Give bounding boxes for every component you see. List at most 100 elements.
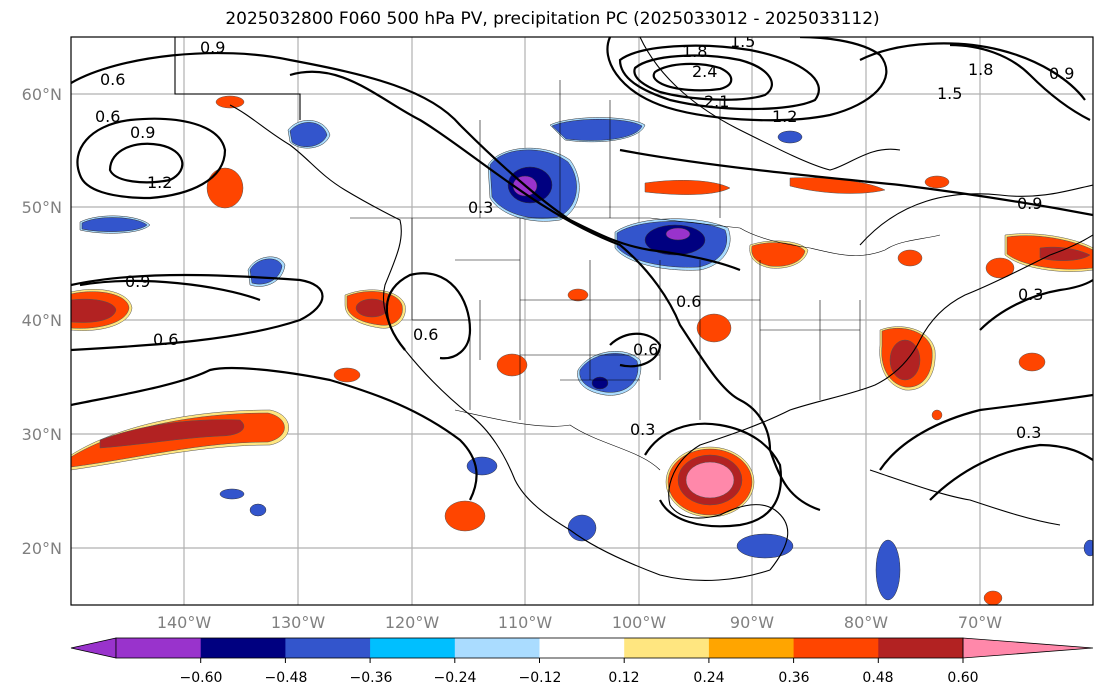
lon-label-100w: 100°W: [612, 613, 667, 632]
colorbar-extend-low: [70, 637, 117, 659]
map-title: 2025032800 F060 500 hPa PV, precipitatio…: [225, 9, 880, 29]
latitude-labels: 60°N 50°N 40°N 30°N 20°N: [22, 85, 62, 558]
lon-label-90w: 90°W: [730, 613, 774, 632]
precip-region-east-pacific: [71, 409, 289, 471]
contour-label: 2.4: [692, 62, 717, 81]
contour-label: 1.8: [968, 60, 993, 79]
pv-contour-0-3-atlantic-2: [929, 443, 1093, 501]
colorbar-tick-label: 0.36: [778, 670, 809, 686]
contour-label: 1.2: [147, 173, 172, 192]
colorbar-segment: [793, 638, 879, 658]
canada-province-lines: [479, 80, 721, 218]
colorbar-tick-label: 0.48: [862, 670, 893, 686]
contour-label: 0.9: [1049, 64, 1074, 83]
contour-label: 1.8: [682, 42, 707, 61]
pv-contour-0-3-south: [71, 366, 478, 501]
arctic-coast: [639, 37, 901, 171]
colorbar-extend-high: [962, 637, 1094, 659]
colorbar-segments: [70, 637, 1094, 659]
lon-label-140w: 140°W: [157, 613, 212, 632]
precip-region-canada-north: [287, 117, 646, 149]
lon-label-120w: 120°W: [385, 613, 440, 632]
pv-contour-0-6-southwest: [609, 332, 662, 368]
pv-contour-0-3-ne: [979, 279, 1093, 331]
lon-label-110w: 110°W: [498, 613, 553, 632]
colorbar-tick-label: 0.24: [693, 670, 724, 686]
colorbar-segment: [200, 638, 286, 658]
colorbar-tick-label: −0.24: [434, 670, 477, 686]
gulf-atlantic-coast: [668, 234, 1093, 571]
pv-contour-1-5-arctic: [618, 44, 820, 111]
precip-positive-regions: [71, 95, 1093, 605]
pv-contour-2-1-arctic: [652, 62, 733, 92]
pv-contour-0-9-pacific: [76, 117, 227, 200]
great-lakes-border: [739, 227, 941, 256]
colorbar-segment: [454, 638, 540, 658]
pv-contour-0-6-west: [71, 273, 324, 352]
contour-label: 1.5: [937, 84, 962, 103]
colorbar-tick-label: −0.60: [180, 670, 223, 686]
colorbar-segment: [285, 638, 371, 658]
precip-region-east-coast: [879, 326, 936, 391]
precip-region-great-lakes: [749, 240, 809, 269]
contour-label: 0.6: [633, 340, 658, 359]
precip-region-west-pacific: [71, 289, 133, 331]
map-frame: [70, 36, 1094, 606]
state-lines-west: [411, 218, 471, 410]
colorbar-segment: [116, 638, 202, 658]
contour-label: 0.9: [1017, 194, 1042, 213]
state-lines-misc: [455, 259, 640, 381]
colorbar-tick-label: −0.48: [265, 670, 308, 686]
colorbar-segment: [370, 638, 456, 658]
precip-region-new-mexico: [577, 351, 642, 396]
pacific-coast: [229, 104, 771, 581]
contour-label: 0.3: [1018, 285, 1043, 304]
lat-label-20n: 20°N: [22, 539, 62, 558]
state-lines-central: [519, 218, 660, 420]
pv-contour-0-6-california: [385, 272, 472, 360]
pv-contour-0-6-north: [71, 51, 741, 272]
pv-contour-1-8-arctic: [633, 54, 773, 101]
contour-label: 0.9: [125, 272, 150, 291]
precip-region-minnesota: [614, 218, 731, 271]
pv-contour-1-2-arctic: [606, 37, 888, 122]
contour-label: 0.9: [200, 38, 225, 57]
precip-region-gulf: [665, 446, 755, 518]
lon-label-80w: 80°W: [844, 613, 888, 632]
contour-label: 0.6: [100, 70, 125, 89]
colorbar-segment: [624, 638, 710, 658]
pv-contour-0-3-main: [289, 70, 821, 512]
contour-label: 0.3: [630, 420, 655, 439]
us-canada-border: [350, 217, 741, 229]
pv-contour-1-2-pacific: [108, 142, 184, 184]
lat-label-40n: 40°N: [22, 311, 62, 330]
pv-contour-0-9-east: [949, 43, 1091, 121]
colorbar-segment: [878, 638, 964, 658]
pv-contour-0-9-canada: [619, 148, 1093, 217]
hudson-coast: [859, 184, 1093, 246]
political-boundaries: [350, 80, 941, 471]
precip-negative-regions: [79, 117, 1093, 601]
precip-region-small-cells: [206, 95, 1046, 605]
contour-label: 0.3: [468, 198, 493, 217]
contour-label: 0.6: [676, 292, 701, 311]
colorbar-tick-label: −0.12: [519, 670, 562, 686]
pv-contour-0-3-atlantic: [879, 393, 1093, 471]
lat-label-60n: 60°N: [22, 85, 62, 104]
us-mexico-border: [454, 409, 661, 471]
pv-contour-1-5-east: [859, 42, 1086, 101]
caribbean-coast: [869, 469, 1061, 526]
pv-contour-gulf: [644, 422, 783, 528]
contour-label: 0.3: [1016, 423, 1041, 442]
coastlines: [174, 37, 1093, 581]
state-lines-east: [659, 260, 861, 420]
contour-label: 0.6: [413, 325, 438, 344]
pv-contour-0-9-west: [79, 279, 261, 302]
lat-label-30n: 30°N: [22, 425, 62, 444]
contour-label: 0.6: [153, 330, 178, 349]
precip-region-northeast: [1004, 233, 1093, 272]
colorbar-tick-label: 0.12: [608, 670, 639, 686]
colorbar-segment: [708, 638, 795, 658]
contour-label: 1.5: [730, 32, 755, 51]
colorbar-tick-label: 0.60: [947, 670, 978, 686]
